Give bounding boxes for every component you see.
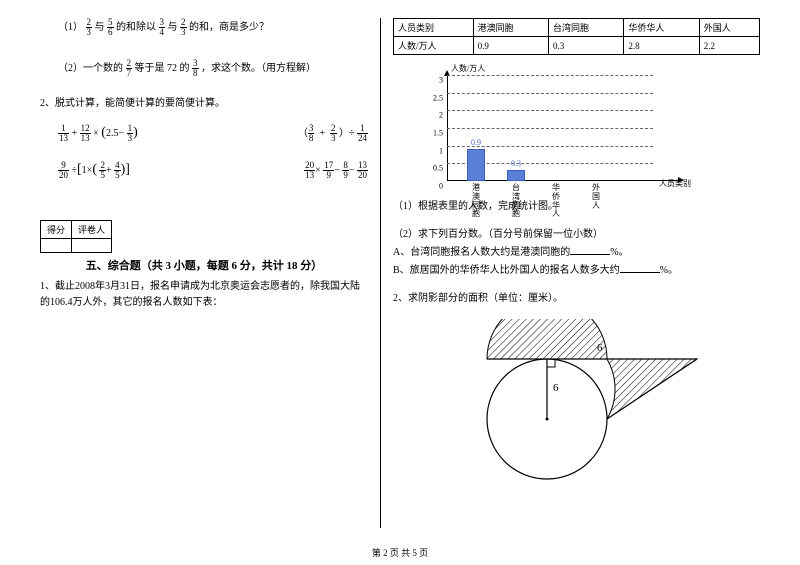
gridline — [447, 110, 653, 111]
y-axis-title: 人数/万人 — [451, 63, 485, 74]
section-5-q1: 1、截止2008年3月31日，报名申请成为北京奥运会志愿者的，除我国大陆的106… — [40, 279, 368, 311]
geometry-svg: 6 6 — [427, 319, 727, 499]
sub-qA: A、台湾同胞报名人数大约是港澳同胞的%。 — [393, 245, 760, 261]
data-table: 人员类别 港澳同胞 台湾同胞 华侨华人 外国人 人数/万人 0.9 0.3 2.… — [393, 18, 760, 55]
frac: 23 — [86, 18, 93, 37]
left-column: （1） 23 与 56 的和除以 34 与 23 的和，商是多少？ （2）一个数… — [40, 18, 380, 528]
gridline — [447, 75, 653, 76]
frac: 23 — [180, 18, 187, 37]
bar — [507, 170, 525, 181]
x-category-label: 台湾同胞 — [508, 184, 524, 219]
y-tick: 1.5 — [423, 129, 443, 138]
frac: 34 — [159, 18, 166, 37]
frac: 27 — [126, 59, 133, 78]
eq1: 113 + 1213 × (2.5− 13) — [58, 124, 138, 143]
right-column: 人员类别 港澳同胞 台湾同胞 华侨华人 外国人 人数/万人 0.9 0.3 2.… — [380, 18, 760, 528]
q1-1-prefix: （1） — [58, 22, 83, 33]
gridline — [447, 128, 653, 129]
right-q2: 2、求阴影部分的面积（单位：厘米）。 — [393, 291, 760, 307]
equation-row-1: 113 + 1213 × (2.5− 13) （38 + 23 ）÷ 124 — [58, 124, 368, 143]
bar-value-label: 0.9 — [461, 138, 491, 147]
question-1-2: （2）一个数的 27 等于是 72 的 38 ，求这个数。（用方程解） — [40, 59, 368, 78]
y-tick: 0.5 — [423, 164, 443, 173]
sub-q2: （2）求下列百分数。（百分号前保留一位小数） — [393, 227, 760, 243]
section-5-title: 五、综合题（共 3 小题，每题 6 分，共计 18 分） — [40, 257, 368, 273]
eq2: （38 + 23 ）÷ 124 — [298, 124, 368, 143]
x-category-label: 外国人 — [588, 184, 604, 210]
y-tick: 1 — [423, 146, 443, 155]
bar-chart: 人数/万人 人员类别 00.511.522.53 0.9港澳同胞0.3台湾同胞华… — [423, 63, 683, 193]
blank-fill — [570, 245, 610, 255]
gridline — [447, 93, 653, 94]
eq3: 920 ÷[1×( 25+ 45)] — [58, 161, 130, 180]
x-category-label: 华侨华人 — [548, 184, 564, 219]
geometry-figure: 6 6 — [427, 319, 727, 499]
y-tick: 3 — [423, 76, 443, 85]
table-row: 人员类别 港澳同胞 台湾同胞 华侨华人 外国人 — [394, 19, 760, 37]
sub-q1: （1）根据表里的人数，完成统计图。 — [393, 199, 760, 215]
geo-radius-label: 6 — [553, 382, 559, 394]
bar-value-label: 0.3 — [501, 159, 531, 168]
score-label: 得分 — [41, 221, 72, 239]
question-2-title: 2、脱式计算，能简便计算的要简便计算。 — [40, 96, 368, 112]
score-table: 得分评卷人 — [40, 220, 112, 253]
y-tick: 2.5 — [423, 93, 443, 102]
grader-label: 评卷人 — [72, 221, 112, 239]
frac: 56 — [107, 18, 114, 37]
y-tick: 0 — [423, 182, 443, 191]
equation-row-2: 920 ÷[1×( 25+ 45)] 2013× 179− 89− 1320 — [58, 161, 368, 180]
frac: 38 — [192, 59, 199, 78]
page-footer: 第 2 页 共 5 页 — [0, 546, 800, 559]
blank-fill — [620, 263, 660, 273]
question-1-1: （1） 23 与 56 的和除以 34 与 23 的和，商是多少？ — [40, 18, 368, 37]
y-tick: 2 — [423, 111, 443, 120]
bar — [467, 149, 485, 181]
geo-top-label: 6 — [597, 342, 603, 354]
sub-qB: B、旅居国外的华侨华人比外国人的报名人数多大约%。 — [393, 263, 760, 279]
table-row: 人数/万人 0.9 0.3 2.8 2.2 — [394, 37, 760, 55]
eq4: 2013× 179− 89− 1320 — [304, 161, 368, 180]
x-category-label: 港澳同胞 — [468, 184, 484, 219]
